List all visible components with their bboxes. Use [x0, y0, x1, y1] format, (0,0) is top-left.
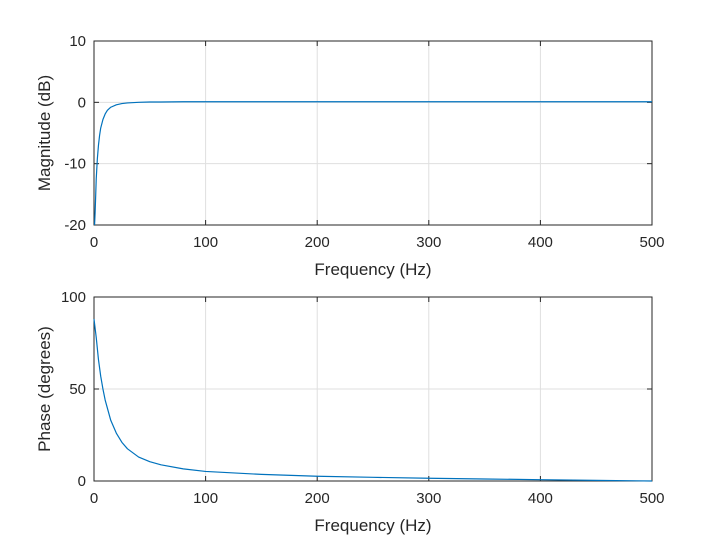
phase-y-axis-label: Phase (degrees): [35, 326, 54, 452]
magnitude-x-tick-label: 300: [416, 234, 441, 251]
magnitude-x-tick-label: 200: [305, 234, 330, 251]
magnitude-chart: 0 100 200 300 400 500 -20 -10 0 10 Frequency (Hz) M…: [35, 33, 665, 279]
phase-x-tick-label: 100: [193, 490, 218, 507]
magnitude-y-tick-label: 10: [69, 33, 86, 50]
magnitude-series-line: [93, 101, 652, 226]
phase-x-tick-label: 400: [528, 490, 553, 507]
phase-x-axis-label: Frequency (Hz): [314, 516, 431, 535]
magnitude-x-tick-label: 0: [90, 234, 98, 251]
phase-series-line: [93, 319, 653, 482]
magnitude-x-tick-label: 400: [528, 234, 553, 251]
magnitude-plot-area: [93, 40, 653, 226]
phase-chart: 0 100 200 300 400 500 0 50 100 Frequency (Hz) Phas…: [35, 289, 665, 535]
magnitude-y-tick-label: -20: [64, 217, 86, 234]
phase-x-tick-label: 300: [416, 490, 441, 507]
magnitude-y-tick-label: -10: [64, 156, 86, 173]
magnitude-x-tick-label: 500: [639, 234, 664, 251]
magnitude-y-axis-label: Magnitude (dB): [35, 75, 54, 191]
phase-x-tick-label: 500: [639, 490, 664, 507]
phase-x-tick-label: 0: [90, 490, 98, 507]
phase-y-tick-label: 100: [61, 289, 86, 306]
phase-y-tick-label: 50: [69, 381, 86, 398]
phase-x-tick-label: 200: [305, 490, 330, 507]
magnitude-y-tick-label: 0: [78, 94, 86, 111]
magnitude-x-axis-label: Frequency (Hz): [314, 260, 431, 279]
magnitude-axes-border: [93, 40, 653, 226]
magnitude-x-tick-label: 100: [193, 234, 218, 251]
phase-y-tick-label: 0: [78, 473, 86, 490]
